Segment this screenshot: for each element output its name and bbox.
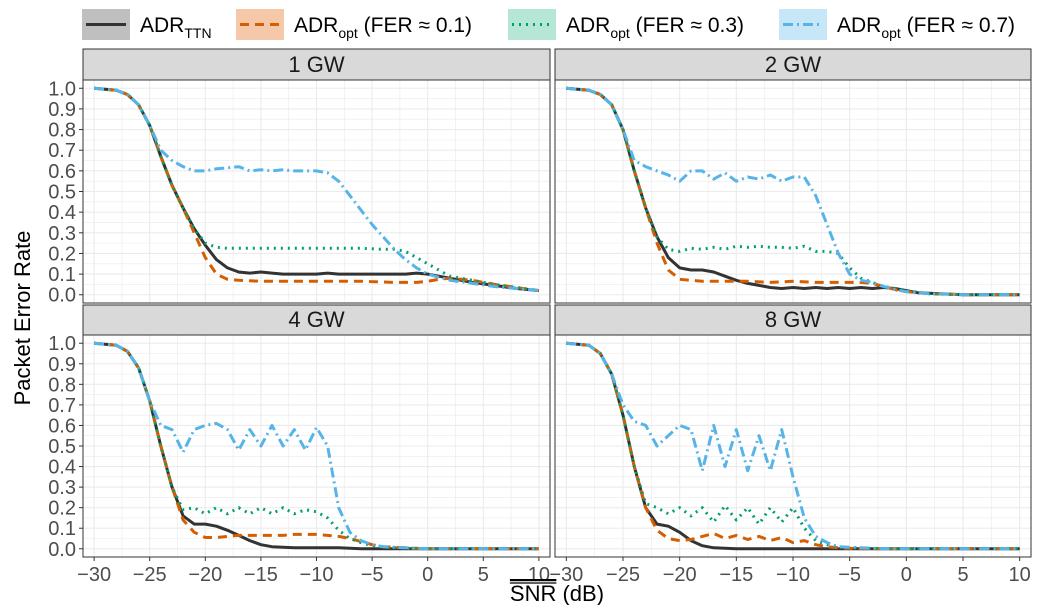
panel-title: 4 GW [288,307,344,332]
panel-strip [82,304,551,336]
y-tick-label: 0.2 [48,498,76,520]
x-tick-label: −10 [300,564,334,586]
x-tick-label: −15 [719,564,753,586]
y-tick-label: 0.6 [48,161,76,183]
legend-item-opt7: ADRopt (FER ≈ 0.7) [779,9,1015,41]
y-tick-label: 0.3 [48,223,76,245]
y-axis-title: Packet Error Rate [10,231,35,406]
x-tick-label: 0 [422,564,433,586]
legend-label-extra: (FER ≈ 0.7) [901,14,1015,37]
panel-title: 8 GW [765,307,821,332]
series-line-opt3 [566,86,1020,297]
legend-label-opt3: ADRopt (FER ≈ 0.3) [566,14,744,41]
y-tick-label: 0.7 [48,140,76,162]
series-line-opt1 [566,86,1020,297]
x-tick-label: −15 [244,564,278,586]
legend-label-opt7: ADRopt (FER ≈ 0.7) [837,14,1015,41]
x-axis: −30 −25 −20 −15 −10 −5 0 5 10 [549,557,1031,586]
series-line-opt3 [566,341,1020,551]
panel-title: 2 GW [765,52,821,77]
series-line-opt3 [93,341,539,551]
series-line-opt1 [566,341,1020,551]
series-line-opt7 [566,341,1020,551]
x-tick-label: −5 [361,564,384,586]
legend-label-ttn: ADRTTN [140,14,212,41]
x-tick-label: −30 [549,564,583,586]
legend: ADRTTN ADRopt (FER ≈ 0.1) ADRopt (FER ≈ 0.… [82,9,1015,41]
legend-label-main: ADR [566,14,610,37]
y-tick-label: 0.1 [48,264,76,286]
x-tick-label: 0 [901,564,912,586]
y-tick-label: 0.8 [48,120,76,142]
y-tick-label: 0.9 [48,354,76,376]
legend-label-main: ADR [140,14,184,37]
panel-title: 1 GW [288,52,344,77]
panel-3: 4 GW0.00.10.20.30.40.50.60.70.80.91.0−30… [48,304,551,586]
legend-label-subscript: opt [338,25,358,41]
legend-label-main: ADR [294,14,338,37]
y-tick-label: 0.5 [48,182,76,204]
x-tick-label: −5 [838,564,861,586]
y-axis: 0.00.10.20.30.40.50.60.70.80.91.0 [48,333,83,561]
panel-2: 2 GW [554,48,1032,304]
legend-label-extra: (FER ≈ 0.1) [358,14,472,37]
x-tick-label: 5 [478,564,489,586]
y-tick-label: 0.5 [48,436,76,458]
x-tick-label: 10 [1009,564,1031,586]
legend-label-subscript: opt [881,25,901,41]
x-tick-label: −10 [776,564,810,586]
x-tick-label: −25 [606,564,640,586]
legend-item-opt3: ADRopt (FER ≈ 0.3) [508,9,744,41]
x-axis: −30 −25 −20 −15 −10 −5 0 5 10 [77,557,550,586]
y-tick-label: 0.0 [48,539,76,561]
x-tick-label: −20 [188,564,222,586]
panel-4: 8 GW −30 −25 −20 −15 −10 −5 0 5 10 [549,304,1032,586]
y-tick-label: 0.7 [48,395,76,417]
y-tick-label: 0.4 [48,457,76,479]
y-tick-label: 1.0 [48,333,76,355]
panel-border [554,79,1032,304]
y-tick-label: 0.6 [48,415,76,437]
panel-strip [554,304,1032,336]
series-group [93,341,539,551]
legend-label-subscript: opt [610,25,630,41]
x-tick-label: 10 [528,564,550,586]
legend-label-extra: (FER ≈ 0.3) [630,14,744,37]
x-axis-title: SNR (dB) [510,581,604,605]
x-tick-label: −25 [133,564,167,586]
panel-1: 1 GW 0.00.10.20.30.40.50.60.70.80.91.0 [48,48,551,307]
series-group [566,341,1020,551]
y-tick-label: 0.1 [48,518,76,540]
x-axis-title-unit: (dB) [556,581,604,605]
legend-item-ttn: ADRTTN [82,9,212,41]
gridlines [555,335,1031,557]
y-axis: 0.00.10.20.30.40.50.60.70.80.91.0 [48,78,83,307]
legend-item-opt1: ADRopt (FER ≈ 0.1) [236,9,472,41]
y-tick-label: 0.3 [48,477,76,499]
series-line-opt7 [93,341,539,551]
x-tick-label: −20 [663,564,697,586]
legend-label-main: ADR [837,14,881,37]
gridlines [555,80,1031,303]
y-tick-label: 0.0 [48,285,76,307]
panel-strip [554,48,1032,81]
series-line-opt7 [566,86,1020,297]
series-group [566,86,1020,297]
legend-label-opt1: ADRopt (FER ≈ 0.1) [294,14,472,41]
legend-label-subscript: TTN [184,25,211,41]
x-axis-title-snr: SNR [510,581,556,605]
y-tick-label: 0.8 [48,374,76,396]
y-tick-label: 0.9 [48,99,76,121]
x-tick-label: −30 [77,564,111,586]
panel-strip [82,48,551,81]
y-tick-label: 1.0 [48,78,76,100]
series-group [93,86,540,293]
x-tick-label: 5 [957,564,968,586]
y-tick-label: 0.4 [48,202,76,224]
series-line-opt7 [93,86,540,293]
y-tick-label: 0.2 [48,243,76,265]
